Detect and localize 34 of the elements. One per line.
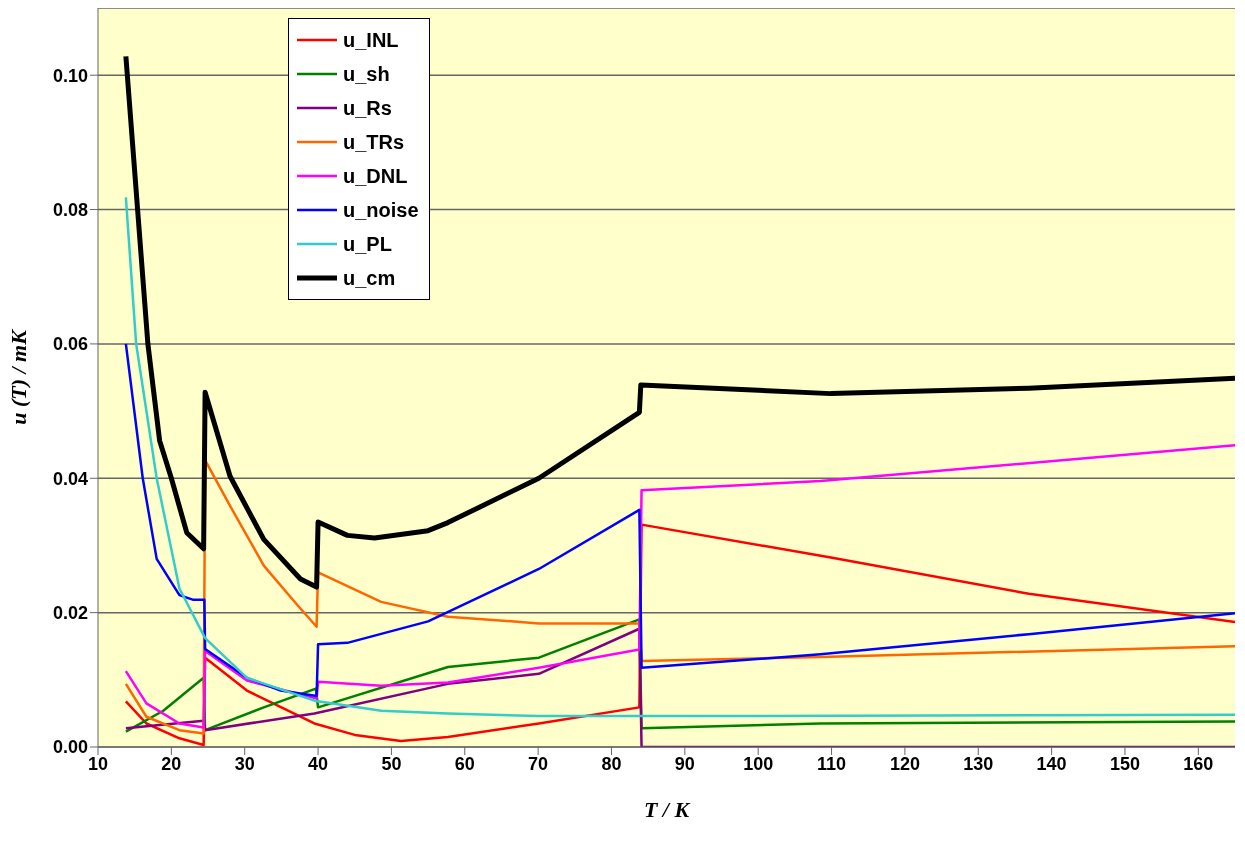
x-tick-label: 140 [1036, 753, 1067, 774]
y-tick-label: 0.00 [52, 737, 88, 758]
legend-label: u_INL [343, 28, 399, 52]
x-tick-label: 60 [454, 753, 475, 774]
legend-label: u_DNL [343, 164, 408, 188]
x-tick-label: 80 [601, 753, 622, 774]
legend-label: u_cm [343, 266, 396, 290]
legend-label: u_TRs [343, 130, 405, 154]
x-axis-title: T / K [643, 797, 691, 822]
x-tick-label: 10 [87, 753, 109, 774]
line-series [124, 196, 1235, 718]
x-tick-label: 110 [817, 753, 847, 774]
x-tick-label: 40 [308, 753, 329, 774]
x-tick-label: 30 [234, 753, 255, 774]
x-tick-label: 70 [528, 753, 549, 774]
legend-label: u_PL [343, 232, 392, 256]
y-tick-label: 0.02 [52, 603, 88, 624]
legend-label: u_sh [343, 62, 390, 86]
line-series [124, 342, 1235, 698]
x-tick-label: 160 [1183, 753, 1214, 774]
legend-label: u_Rs [343, 96, 392, 120]
x-tick-label: 20 [161, 753, 182, 774]
x-tick-label: 100 [743, 753, 774, 774]
x-tick-label: 130 [963, 753, 994, 774]
legend-label: u_noise [343, 198, 419, 222]
x-tick-label: 150 [1109, 753, 1140, 774]
y-tick-label: 0.04 [52, 468, 88, 489]
x-tick-label: 120 [889, 753, 920, 774]
x-tick-label: 50 [381, 753, 402, 774]
x-tick-label: 90 [674, 753, 695, 774]
y-axis-title: u (T) / mK [5, 328, 31, 425]
y-tick-label: 0.06 [52, 334, 88, 355]
y-tick-label: 0.08 [52, 199, 88, 220]
y-tick-label: 0.10 [52, 65, 88, 86]
